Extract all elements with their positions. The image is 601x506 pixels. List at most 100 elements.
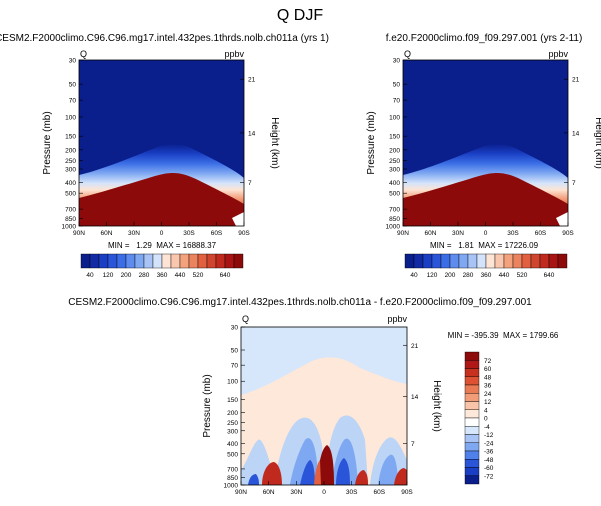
panel-c-ytick-label: 1000 (224, 483, 239, 490)
panel-c-colorbar-label: 48 (484, 374, 492, 381)
panel-b-colorbar-label: 440 (499, 272, 510, 279)
panel-c-xtick-label: 90N (235, 489, 247, 496)
panel-difference: CESM2.F2000climo.C96.C96.mg17.intel.432p… (68, 297, 559, 496)
panel-a-xtick-label: 0 (160, 230, 164, 237)
figure-title: Q DJF (277, 7, 323, 24)
panel-b-colorbar-box (422, 253, 433, 269)
panel-a-ytick-label: 850 (65, 216, 76, 223)
panel-a-ylabel: Pressure (mb) (42, 111, 53, 174)
panel-c-colorbar-box (464, 426, 480, 435)
panel-c-xtick-label: 30S (346, 489, 358, 496)
panel-a-xtick-label: 60N (101, 230, 113, 237)
panel-b-colorbar: 40 120 200 280 360 440 520 640 (404, 253, 568, 279)
panel-b-colorbar-box (440, 253, 451, 269)
panel-a-colorbar-box (179, 253, 190, 269)
panel-c-ytick-label: 850 (227, 475, 238, 482)
panel-c-height-tick-label: 14 (411, 394, 419, 401)
panel-b-title: f.e20.F2000climo.f09_f09.297.001 (yrs 2-… (386, 33, 583, 44)
panel-c-colorbar-label: 24 (484, 391, 492, 398)
panel-b-xtick-label: 30N (452, 230, 464, 237)
panel-b-colorbar-box (494, 253, 505, 269)
panel-model-b: f.e20.F2000climo.f09_f09.297.001 (yrs 2-… (366, 33, 601, 279)
panel-c-ytick-label: 50 (231, 348, 239, 355)
panel-a-ytick-label: 200 (65, 147, 76, 154)
panel-b-colorbar-box (404, 253, 415, 269)
panel-b-xtick-label: 60S (535, 230, 547, 237)
panel-c-ytick-label: 300 (227, 428, 238, 435)
panel-a-xtick-label: 30N (128, 230, 140, 237)
panel-a-colorbar-box (224, 253, 235, 269)
panel-c-colorbar-box (464, 442, 480, 452)
panel-c-colorbar-label: 0 (484, 416, 488, 423)
panel-a-ytick-label: 250 (65, 158, 76, 165)
panel-b-ytick-label: 100 (389, 114, 400, 121)
panel-a-colorbar-box (197, 253, 208, 269)
panel-c-ytick-label: 100 (227, 379, 238, 386)
panel-a-ytick-label: 100 (65, 114, 76, 121)
panel-a-colorbar-box (107, 253, 118, 269)
panel-a-colorbar-box (215, 253, 226, 269)
panel-b-colorbar-box (449, 253, 460, 269)
panel-a-colorbar-box (161, 253, 172, 269)
panel-a-field (79, 60, 244, 226)
panel-c-colorbar-box (464, 360, 480, 369)
panel-b-xtick-label: 90S (562, 230, 574, 237)
panel-b-ytick-label: 400 (389, 180, 400, 187)
panel-c-colorbar-label: 4 (484, 407, 488, 414)
panel-b-ytick-label: 150 (389, 134, 400, 141)
panel-b-colorbar-label: 360 (481, 272, 492, 279)
panel-b-colorbar-label: 520 (517, 272, 528, 279)
panel-b-colorbar-label: 280 (463, 272, 474, 279)
panel-b-xtick-label: 0 (484, 230, 488, 237)
panel-b-colorbar-box (521, 253, 532, 269)
panel-a-colorbar-box (89, 253, 100, 269)
panel-c-ytick-label: 700 (227, 466, 238, 473)
panel-b-corner-left: Q (404, 49, 411, 59)
panel-b-colorbar-label: 40 (410, 272, 418, 279)
panel-c-stats: MIN = -395.39 MAX = 1799.66 (448, 331, 559, 340)
panel-c-xtick-label: 90S (401, 489, 413, 496)
panel-a-ytick-label: 150 (65, 134, 76, 141)
panel-a-colorbar-box (152, 253, 163, 269)
panel-b-ytick-label: 250 (389, 158, 400, 165)
panel-c-colorbar-box (464, 368, 480, 377)
panel-a-colorbar-label: 640 (220, 272, 231, 279)
panel-c-colorbar-label: -72 (484, 473, 494, 480)
panel-c-ylabel-right: Height (km) (431, 380, 442, 432)
panel-c-colorbar-label: -60 (484, 465, 494, 472)
panel-a-colorbar-label: 40 (86, 272, 94, 279)
panel-c-colorbar-box (464, 376, 480, 386)
panel-c-ylabel: Pressure (mb) (202, 374, 213, 437)
panel-a-colorbar-box (206, 253, 217, 269)
panel-c-ytick-label: 400 (227, 441, 238, 448)
panel-a-xtick-label: 60S (211, 230, 223, 237)
panel-a-height-tick-label: 7 (248, 180, 252, 187)
panel-b-ytick-label: 1000 (386, 224, 401, 231)
panel-b-ylabel: Pressure (mb) (366, 111, 377, 174)
panel-b-height-tick-label: 21 (572, 77, 580, 84)
panel-c-ytick-label: 30 (231, 325, 239, 332)
panel-a-ylabel-right: Height (km) (269, 117, 280, 169)
panel-b-colorbar-box (530, 253, 541, 269)
panel-c-colorbar-box (464, 467, 480, 476)
panel-b-corner-right: ppbv (548, 49, 568, 59)
panel-c-ytick-label: 250 (227, 420, 238, 427)
panel-a-ytick-label: 70 (69, 98, 77, 105)
panel-a-colorbar-box (98, 253, 109, 269)
panel-b-colorbar-box (431, 253, 442, 269)
panel-c-colorbar-box (464, 384, 480, 394)
panel-b-colorbar-box (458, 253, 469, 269)
panel-a-colorbar-label: 440 (175, 272, 186, 279)
panel-a-height-tick-label: 21 (248, 77, 256, 84)
panel-c-ytick-label: 150 (227, 397, 238, 404)
panel-b-colorbar-label: 640 (544, 272, 555, 279)
panel-a-ytick-label: 300 (65, 167, 76, 174)
panel-b-height-tick-label: 7 (572, 180, 576, 187)
panel-a-xtick-label: 90N (73, 230, 85, 237)
panel-a-colorbar-box (188, 253, 199, 269)
panel-c-height-tick-label: 21 (411, 343, 419, 350)
panel-a-colorbar-label: 520 (193, 272, 204, 279)
panel-b-colorbar-box (557, 253, 568, 269)
panel-a-colorbar-box (80, 253, 91, 269)
panel-a-colorbar-label: 120 (103, 272, 114, 279)
